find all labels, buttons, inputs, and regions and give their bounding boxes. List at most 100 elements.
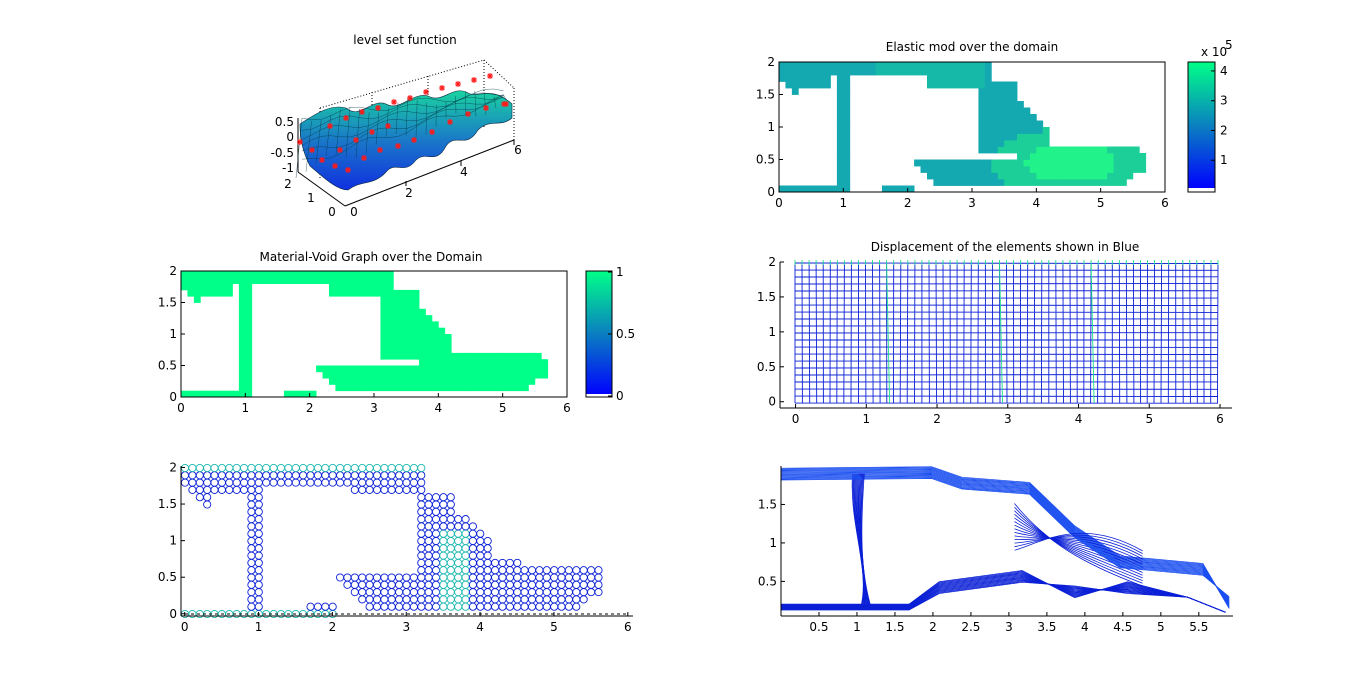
nodal-circle (454, 536, 463, 546)
field-cell (984, 166, 992, 173)
field-cell (341, 365, 349, 373)
contour-ticks: 0.5 1 1.5 2 2.5 3 3.5 4 4.5 5 5.5 0.5 1 1.5 (758, 497, 1208, 634)
nodal-circle (402, 588, 411, 597)
field-cell (457, 371, 465, 379)
nodal-circle (446, 551, 455, 560)
field-cell (1062, 146, 1069, 154)
level-set-title: level set function (353, 33, 457, 47)
field-cell (888, 62, 896, 69)
field-cell (843, 107, 851, 115)
field-cell (451, 384, 459, 392)
field-cell (444, 346, 452, 354)
field-cell (406, 327, 413, 335)
field-cell (984, 81, 992, 89)
nodal-circle (358, 595, 367, 604)
field-cell (1010, 101, 1018, 108)
field-cell (393, 384, 401, 392)
field-cell (1010, 107, 1018, 115)
field-cell (779, 75, 786, 82)
nodal-circle (564, 566, 573, 575)
field-cell (843, 75, 851, 82)
displacement-mesh (794, 260, 1219, 404)
field-cell (521, 365, 529, 373)
nodal-circle (476, 536, 485, 546)
nodal-circle (424, 493, 433, 502)
nodal-circle (579, 588, 588, 597)
field-cell (1132, 146, 1140, 154)
contour-axes (780, 466, 1233, 617)
nodal-circle (380, 485, 389, 494)
nodal-circle (210, 478, 219, 487)
field-cell (219, 283, 227, 291)
field-cell (1055, 146, 1063, 154)
field-cell (393, 365, 401, 373)
material-void-title: Material-Void Graph over the Domain (259, 250, 482, 264)
field-cell (213, 283, 220, 291)
field-cell (843, 127, 851, 134)
level-set-x-tick-4: 4 (460, 165, 468, 179)
field-cell (425, 359, 433, 366)
field-cell (277, 271, 285, 278)
field-cell (836, 133, 844, 141)
level-set-marker (337, 147, 343, 153)
material-void-cbar-ticks: 00.51 (608, 265, 635, 403)
field-cell (438, 334, 446, 341)
nodal-circle (535, 602, 544, 611)
field-cell (290, 271, 298, 278)
field-cell (959, 179, 966, 186)
field-cell (444, 359, 452, 366)
field-cell (380, 302, 388, 310)
field-cell (528, 352, 536, 360)
field-cell (509, 352, 516, 360)
field-cell (399, 289, 407, 297)
field-cell (290, 277, 298, 284)
field-cell (419, 334, 426, 341)
field-cell (1068, 179, 1076, 186)
field-cell (393, 289, 401, 297)
field-cell (316, 277, 323, 284)
nodal-circle (240, 471, 249, 480)
field-cell (978, 107, 986, 115)
nodal-circle (247, 566, 256, 575)
nodal-circle (439, 507, 448, 516)
contour-line (781, 570, 1226, 613)
field-cell (1107, 172, 1114, 180)
field-cell (451, 371, 459, 379)
field-cell (926, 68, 934, 76)
elastic-mod-colorbar: x 10 5 1 2 3 4 (1187, 38, 1233, 193)
nodal-circle (321, 478, 330, 487)
field-cell (997, 107, 1005, 115)
nodal-circle (343, 580, 352, 589)
field-cell (393, 321, 401, 329)
field-cell (991, 159, 999, 167)
nodal-circle (358, 485, 367, 494)
field-cell (836, 185, 844, 193)
nodal-circle (483, 580, 492, 589)
field-cell (1017, 159, 1024, 167)
field-cell (348, 384, 356, 392)
level-set-markers (297, 73, 509, 173)
field-cell (1010, 133, 1018, 141)
field-cell (946, 179, 954, 186)
field-cell (836, 153, 844, 160)
field-cell (1004, 107, 1011, 115)
field-cell (457, 384, 465, 392)
field-cell (444, 365, 452, 373)
nodal-circle (417, 602, 426, 611)
field-cell (1004, 120, 1011, 128)
field-cell (509, 384, 516, 392)
material-void-cbar-tick-label: 0.5 (616, 327, 635, 341)
nodal-circle (594, 580, 603, 589)
field-cell (1081, 153, 1089, 160)
nodal-circle (439, 522, 448, 531)
nodal-circle (454, 602, 463, 611)
nodal-circle (395, 588, 404, 597)
field-cell (502, 371, 510, 379)
nodal-circle (424, 522, 433, 531)
field-cell (238, 321, 246, 329)
field-cell (1100, 166, 1108, 173)
field-cell (1100, 172, 1108, 180)
field-cell (1042, 140, 1050, 147)
field-cell (933, 166, 941, 173)
nodal-circle (358, 588, 367, 597)
